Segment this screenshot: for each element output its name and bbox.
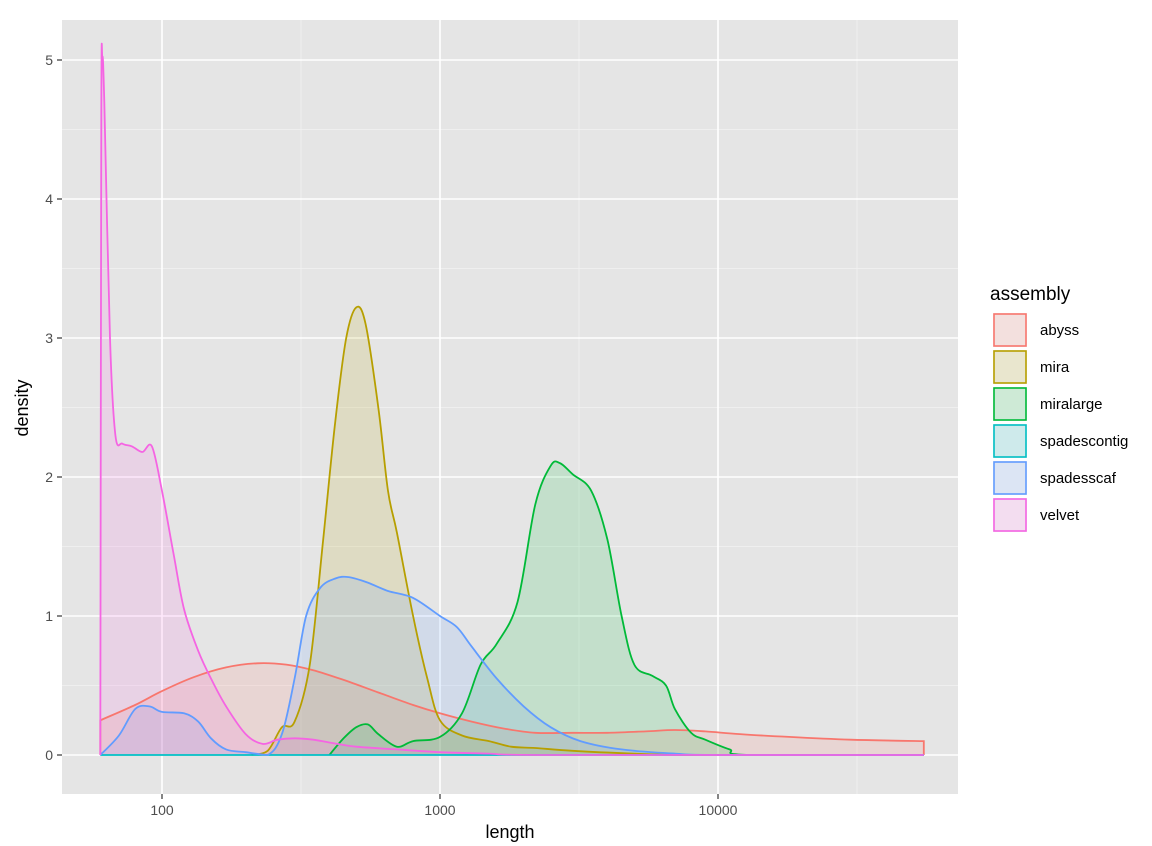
x-tick-label: 1000 [424, 802, 455, 818]
x-axis: 100 1000 10000 [150, 794, 738, 818]
legend-key-bg [993, 313, 1027, 347]
y-axis: 0 1 2 3 4 5 [45, 52, 62, 763]
legend-key-bg [993, 498, 1027, 532]
y-tick-label: 5 [45, 52, 53, 68]
legend-label-spadescontig: spadescontig [1040, 433, 1128, 450]
legend-key-spadesscaf [993, 461, 1027, 495]
x-tick-label: 10000 [699, 802, 738, 818]
area-spadesscaf [100, 576, 924, 755]
legend-key-bg [993, 424, 1027, 458]
area-velvet [100, 43, 924, 756]
line-miralarge [328, 460, 924, 756]
y-tick-label: 3 [45, 330, 53, 346]
y-tick-label: 0 [45, 747, 53, 763]
y-tick-label: 1 [45, 608, 53, 624]
x-axis-title: length [485, 822, 534, 842]
legend-label-mira: mira [1040, 359, 1070, 376]
legend-key-miralarge [993, 387, 1027, 421]
area-mira [251, 306, 924, 755]
y-axis-title: density [12, 379, 32, 436]
legend: assembly abyss mira miralarge spadescontig s… [990, 284, 1128, 532]
legend-label-spadesscaf: spadesscaf [1040, 470, 1117, 487]
area-miralarge [329, 461, 924, 755]
line-abyss [99, 662, 925, 755]
legend-key-bg [993, 350, 1027, 384]
x-tick-label: 100 [150, 802, 174, 818]
legend-label-abyss: abyss [1040, 322, 1079, 339]
line-mira [251, 305, 924, 756]
legend-key-spadescontig [993, 424, 1027, 458]
y-tick-label: 2 [45, 469, 53, 485]
legend-label-velvet: velvet [1040, 507, 1080, 524]
y-tick-label: 4 [45, 191, 53, 207]
density-lines [99, 42, 925, 756]
line-velvet [99, 42, 924, 756]
legend-key-bg [993, 387, 1027, 421]
legend-title: assembly [990, 284, 1071, 305]
legend-label-miralarge: miralarge [1040, 396, 1103, 413]
plot-panel [62, 20, 958, 794]
legend-key-velvet [993, 498, 1027, 532]
legend-key-abyss [993, 313, 1027, 347]
legend-key-mira [993, 350, 1027, 384]
line-spadesscaf [99, 575, 924, 756]
legend-key-bg [993, 461, 1027, 495]
